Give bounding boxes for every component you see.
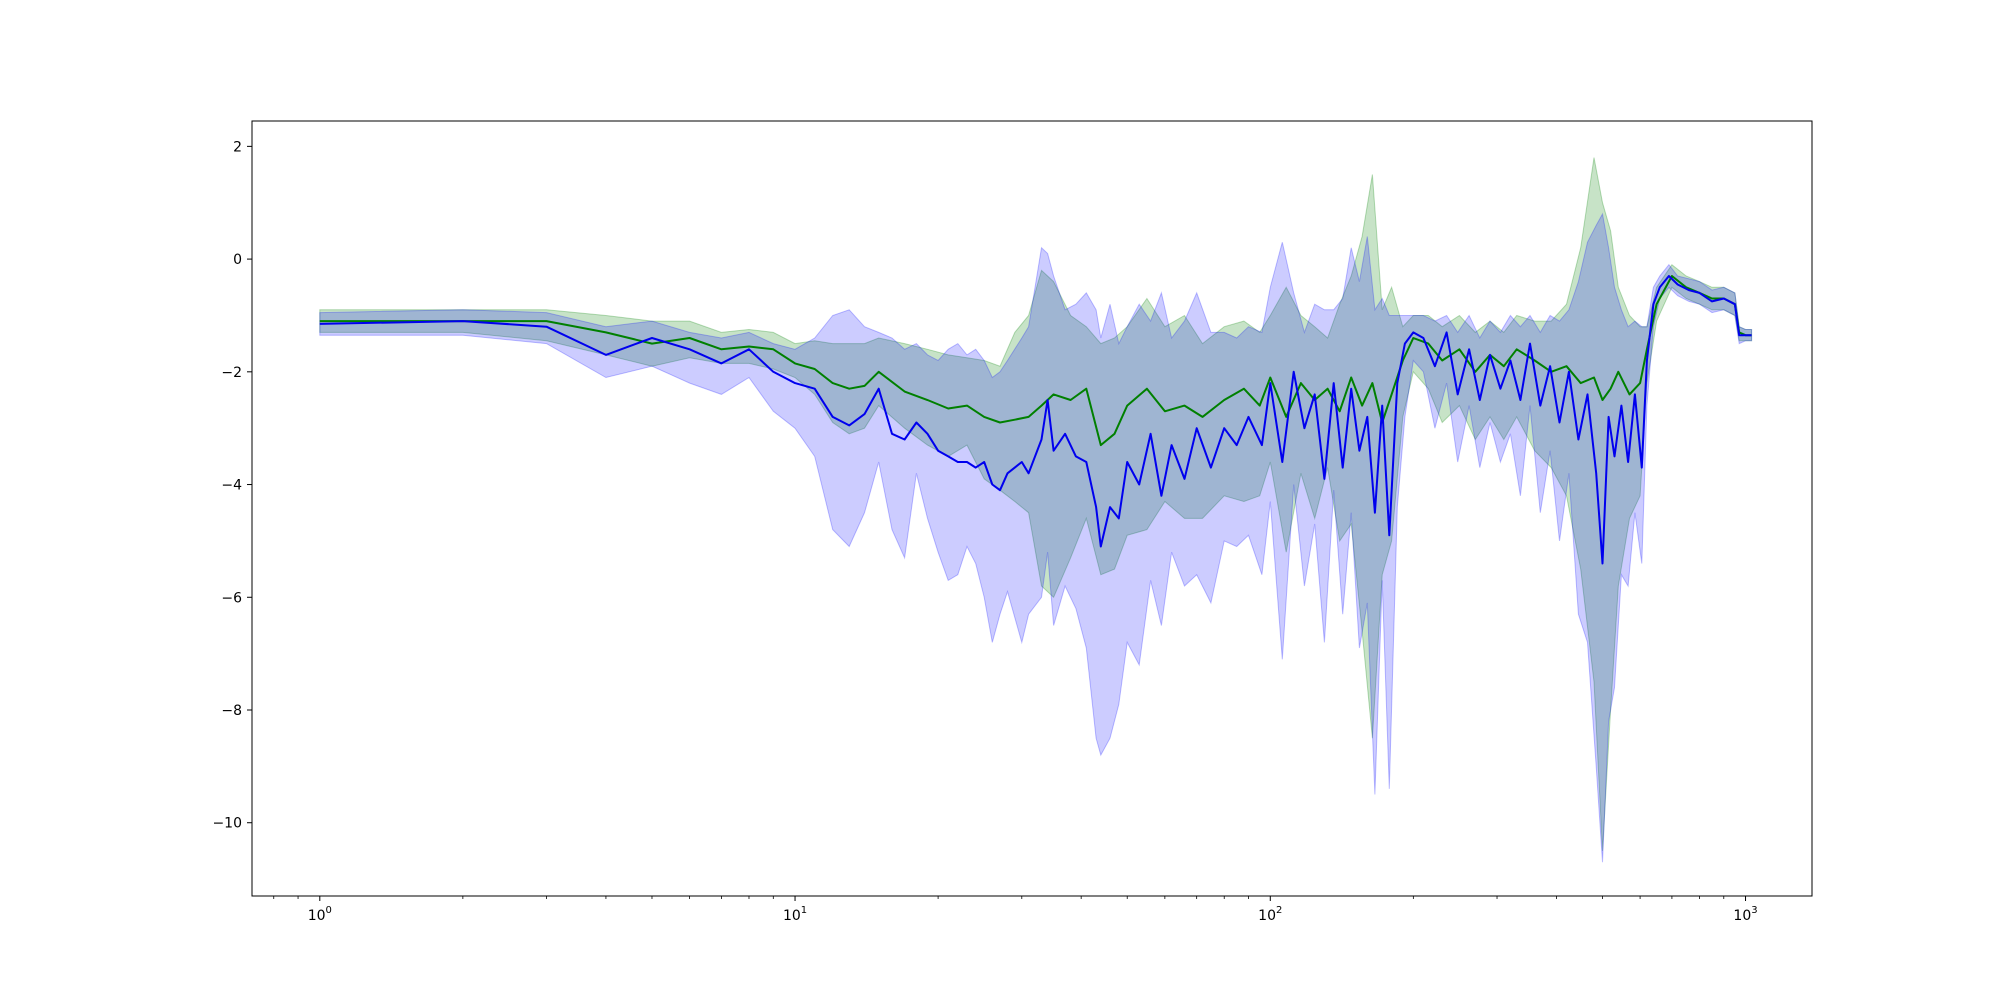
series-1-band <box>319 157 1753 851</box>
plot-frame <box>251 120 1813 897</box>
x-tick-label: 103 <box>1733 905 1757 924</box>
x-tick-exponent: 1 <box>801 905 807 916</box>
y-tick-label: −2 <box>221 365 242 381</box>
x-tick-exponent: 3 <box>1751 905 1757 916</box>
y-tick-label: 2 <box>233 139 242 155</box>
y-tick-label: −6 <box>221 590 242 606</box>
y-tick-label: −4 <box>221 478 242 494</box>
y-tick-label: −10 <box>212 816 242 832</box>
x-tick-label: 102 <box>1258 905 1282 924</box>
y-tick-label: 0 <box>233 252 242 268</box>
series-1-line <box>319 275 1752 447</box>
plot-area <box>319 157 1753 863</box>
x-tick-base: 10 <box>308 908 326 924</box>
plot-content <box>319 157 1753 863</box>
x-tick-base: 10 <box>783 908 801 924</box>
x-tick-label: 101 <box>783 905 807 924</box>
y-tick-label: −8 <box>221 703 242 719</box>
series-2 <box>319 275 1752 565</box>
x-tick-exponent: 2 <box>1276 905 1282 916</box>
x-tick-exponent: 0 <box>326 905 332 916</box>
series-2-band <box>319 212 1753 863</box>
x-tick-base: 10 <box>1258 908 1276 924</box>
x-tick-label: 100 <box>308 905 332 924</box>
x-tick-base: 10 <box>1733 908 1751 924</box>
